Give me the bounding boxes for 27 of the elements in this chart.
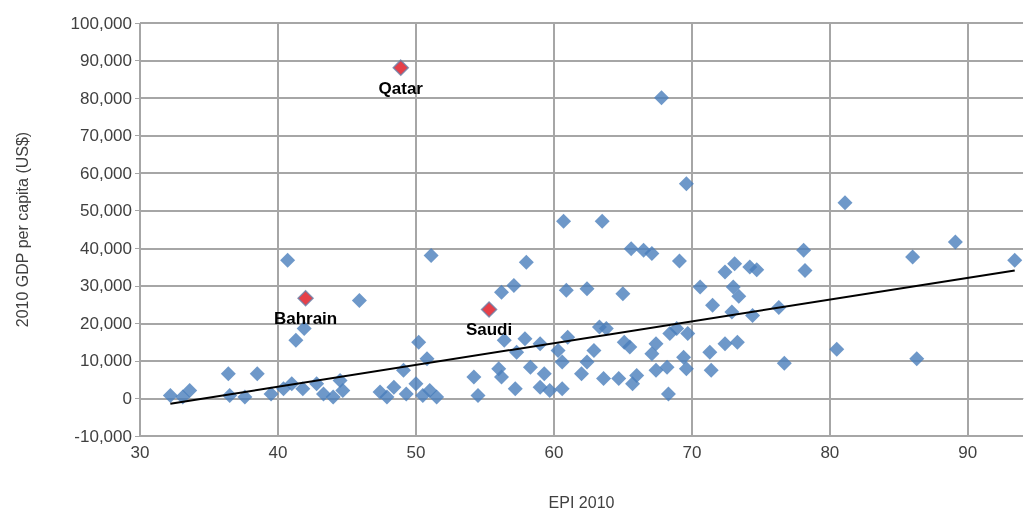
- annotation: Bahrain: [273, 309, 338, 329]
- x-tick-label: 70: [682, 443, 702, 462]
- y-axis-title: 2010 GDP per capita (US$): [13, 131, 31, 328]
- x-axis-title: EPI 2010: [548, 493, 615, 511]
- y-tick-label: 60,000: [80, 163, 132, 183]
- x-tick-label: 60: [544, 443, 564, 462]
- y-tick-label: 70,000: [80, 126, 132, 146]
- point: [297, 289, 314, 307]
- x-tick-label: 40: [268, 443, 288, 462]
- y-tick-label: 80,000: [80, 88, 132, 108]
- point: [480, 301, 498, 318]
- y-tick-label: 90,000: [80, 51, 132, 71]
- y-tick-label: -10,000: [74, 426, 132, 446]
- y-tick-label: 30,000: [80, 276, 132, 296]
- annotation: Saudi: [465, 320, 513, 340]
- y-tick-label: 40,000: [80, 238, 132, 258]
- annotation: Qatar: [378, 78, 424, 98]
- x-tick-label: 90: [958, 443, 978, 462]
- y-tick-label: 100,000: [70, 13, 132, 33]
- x-tick-label: 50: [406, 443, 426, 462]
- x-tick-label: 30: [130, 443, 150, 462]
- y-tick-label: 10,000: [80, 351, 132, 371]
- y-tick-label: 0: [122, 388, 132, 408]
- y-tick-label: 20,000: [80, 313, 132, 333]
- point: [392, 59, 410, 76]
- y-tick-label: 50,000: [80, 201, 132, 221]
- x-tick-label: 80: [820, 443, 840, 462]
